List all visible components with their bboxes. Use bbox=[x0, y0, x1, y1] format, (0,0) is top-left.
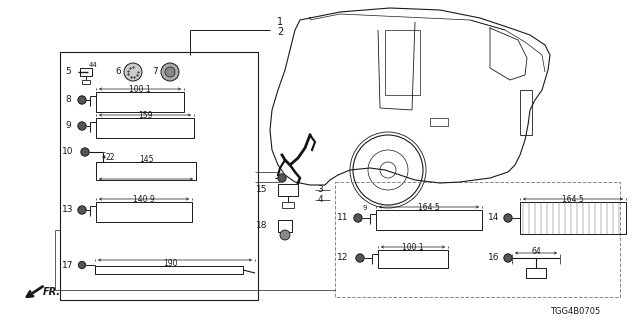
Text: 159: 159 bbox=[138, 110, 152, 119]
Text: 140 9: 140 9 bbox=[133, 195, 155, 204]
Bar bbox=[278, 184, 298, 196]
Circle shape bbox=[504, 214, 512, 222]
Text: 4: 4 bbox=[317, 196, 323, 204]
Circle shape bbox=[124, 63, 142, 81]
Bar bbox=[378, 250, 448, 268]
Text: 6: 6 bbox=[115, 68, 121, 76]
Text: 22: 22 bbox=[105, 154, 115, 163]
Text: 13: 13 bbox=[62, 205, 74, 214]
Text: 44: 44 bbox=[88, 62, 97, 68]
Text: 8: 8 bbox=[65, 95, 71, 105]
Text: 9: 9 bbox=[363, 205, 367, 211]
Circle shape bbox=[278, 174, 286, 182]
Text: 100 1: 100 1 bbox=[129, 84, 151, 93]
Text: 10: 10 bbox=[62, 148, 74, 156]
Text: FR.: FR. bbox=[43, 287, 61, 297]
Circle shape bbox=[504, 254, 512, 262]
Bar bbox=[526, 268, 546, 278]
Text: 145: 145 bbox=[139, 155, 153, 164]
Circle shape bbox=[78, 96, 86, 104]
Text: 3: 3 bbox=[317, 186, 323, 195]
Bar bbox=[282, 202, 294, 208]
Text: 164 5: 164 5 bbox=[418, 203, 440, 212]
Bar bbox=[96, 92, 184, 112]
Bar bbox=[278, 220, 292, 232]
Text: 5: 5 bbox=[65, 68, 71, 76]
Text: 11: 11 bbox=[337, 213, 349, 222]
Circle shape bbox=[165, 67, 175, 77]
Text: TGG4B0705: TGG4B0705 bbox=[550, 308, 600, 316]
Text: 15: 15 bbox=[256, 186, 268, 195]
Bar bbox=[385, 30, 420, 95]
Bar bbox=[520, 90, 532, 135]
Text: 64: 64 bbox=[531, 247, 541, 257]
Circle shape bbox=[356, 254, 364, 262]
Bar bbox=[82, 80, 90, 84]
Text: 2: 2 bbox=[277, 27, 283, 37]
Circle shape bbox=[280, 230, 290, 240]
Text: 14: 14 bbox=[488, 213, 500, 222]
Text: 16: 16 bbox=[488, 253, 500, 262]
Bar bbox=[60, 52, 258, 300]
Bar bbox=[335, 182, 620, 297]
Text: 7: 7 bbox=[152, 68, 158, 76]
Text: 1: 1 bbox=[277, 17, 283, 27]
Circle shape bbox=[79, 261, 86, 268]
Text: 9: 9 bbox=[65, 122, 71, 131]
Text: 164 5: 164 5 bbox=[562, 195, 584, 204]
Circle shape bbox=[161, 63, 179, 81]
Bar bbox=[520, 202, 626, 234]
Circle shape bbox=[81, 148, 89, 156]
Circle shape bbox=[78, 122, 86, 130]
Bar bbox=[95, 266, 243, 274]
Bar bbox=[96, 118, 194, 138]
Text: 12: 12 bbox=[337, 253, 349, 262]
Bar bbox=[376, 210, 482, 230]
Text: 190: 190 bbox=[163, 259, 177, 268]
Circle shape bbox=[78, 206, 86, 214]
Text: 100 1: 100 1 bbox=[402, 243, 424, 252]
Circle shape bbox=[354, 214, 362, 222]
Bar bbox=[96, 162, 196, 180]
Text: 17: 17 bbox=[62, 260, 74, 269]
Text: 18: 18 bbox=[256, 220, 268, 229]
Bar bbox=[430, 118, 448, 126]
Bar bbox=[80, 68, 92, 76]
Bar bbox=[96, 202, 192, 222]
